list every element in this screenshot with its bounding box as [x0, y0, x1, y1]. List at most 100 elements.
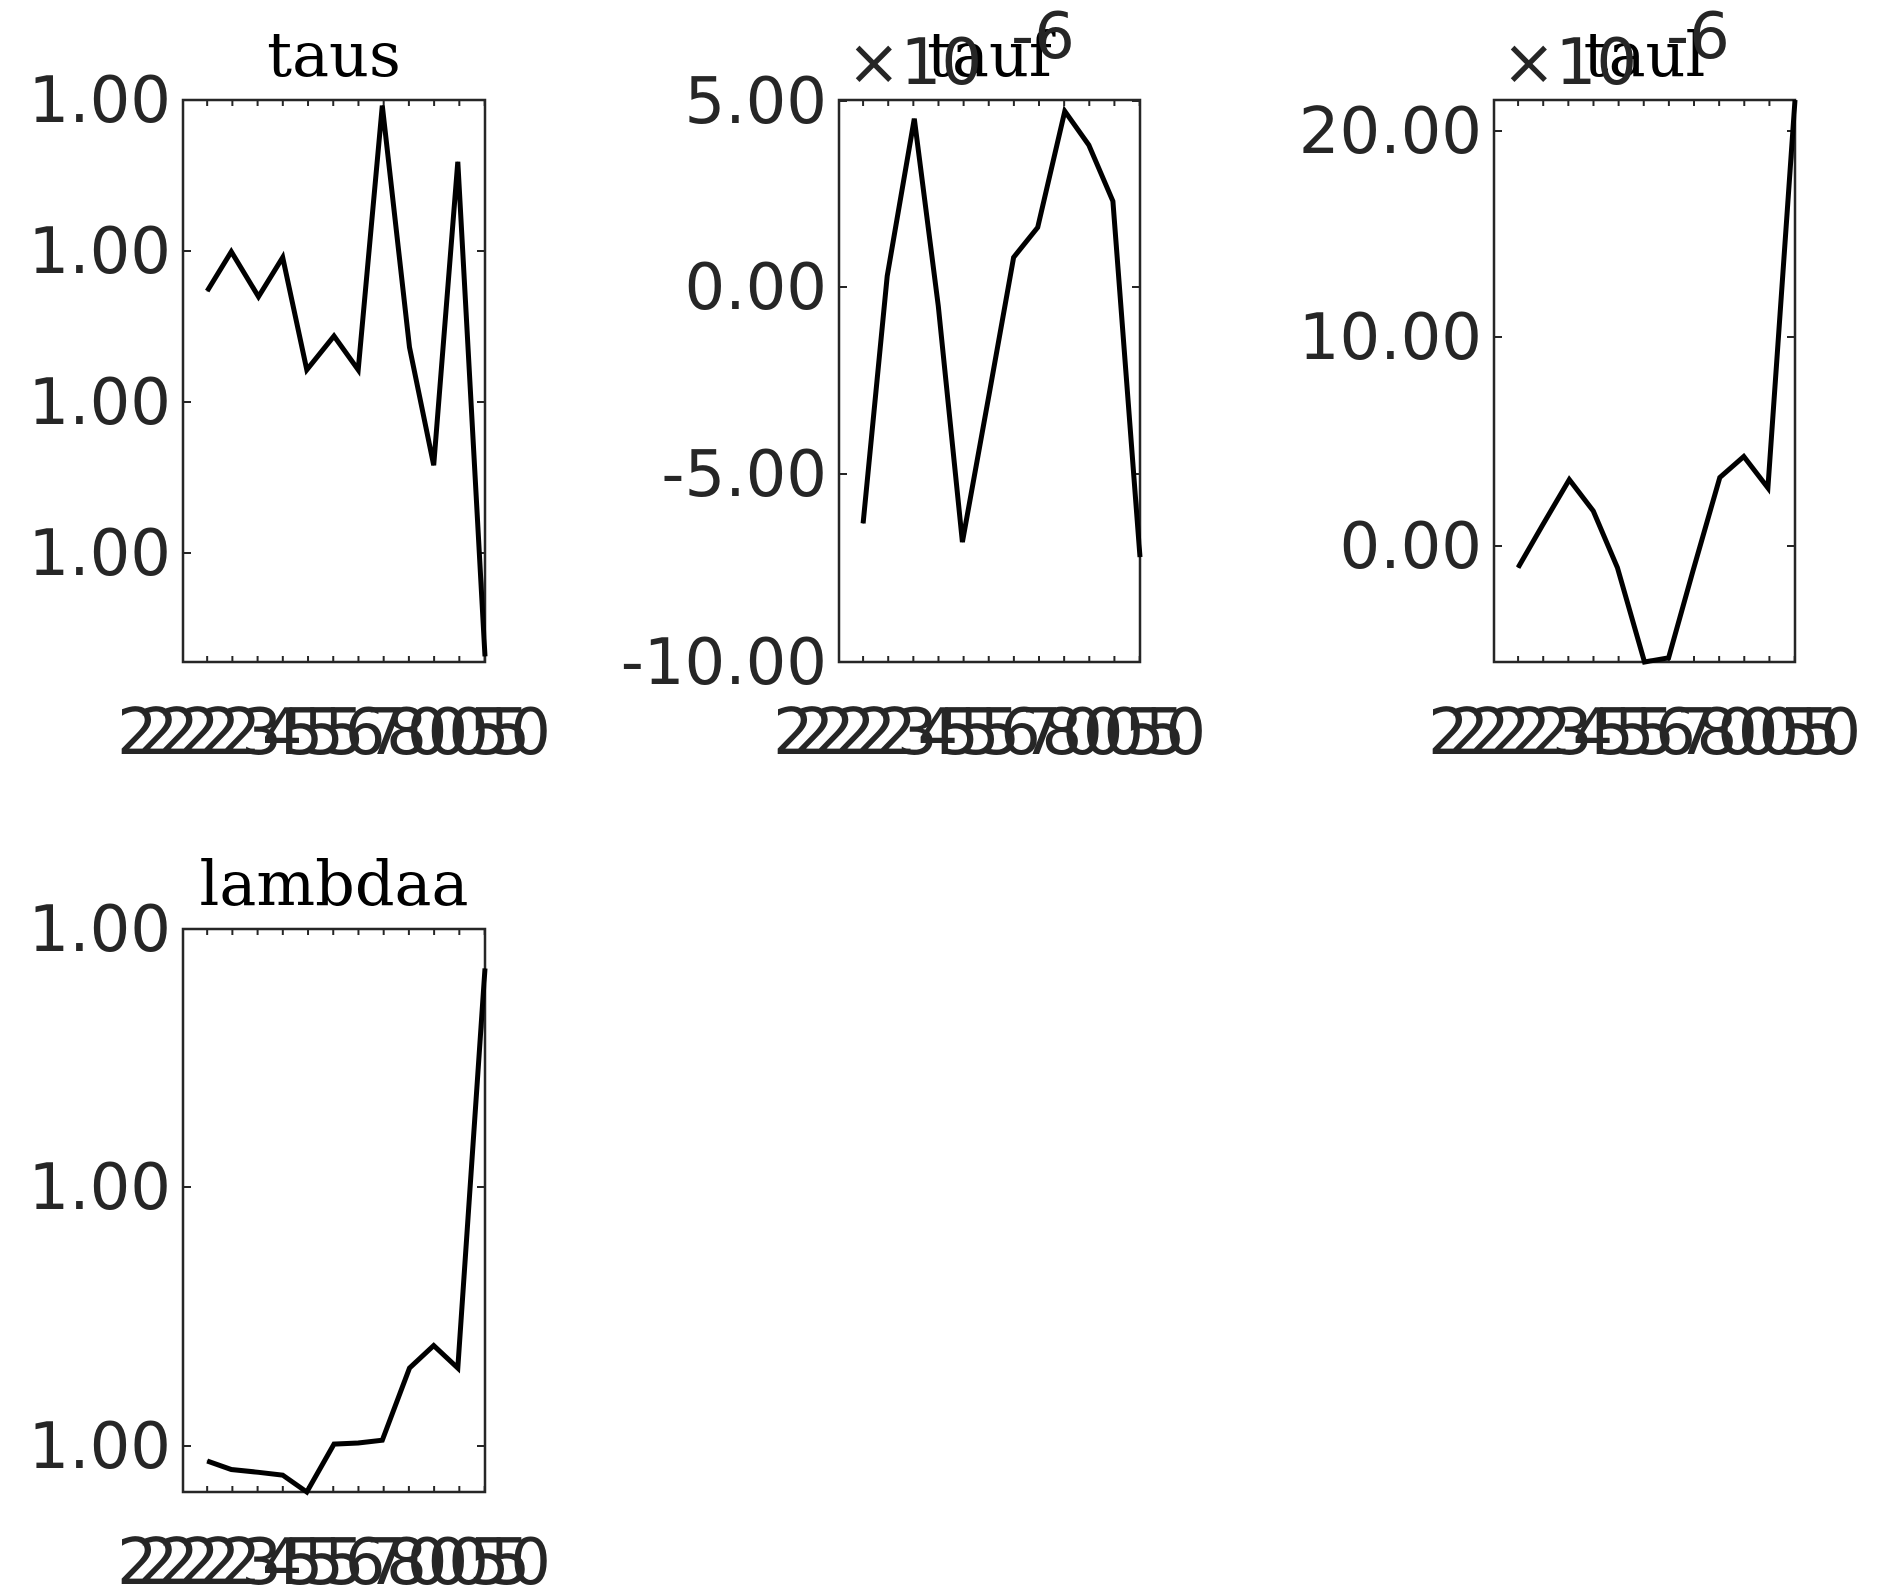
x-tick-label: 7	[1021, 696, 1062, 770]
x-tick-label: 0	[1165, 696, 1206, 770]
data-point	[333, 335, 335, 337]
x-tick-label: 0	[428, 696, 469, 770]
x-tick-label: 0	[510, 696, 551, 770]
x-tick-label: 6	[345, 1526, 386, 1589]
axis-multiplier: ×10	[1502, 26, 1637, 100]
x-tick-label: 2	[1531, 696, 1572, 770]
data-point	[333, 1443, 335, 1445]
x-tick-label: 0	[448, 1526, 489, 1589]
series-line	[1515, 99, 1798, 665]
axis-multiplier-exponent: -6	[1011, 0, 1075, 74]
data-point	[409, 346, 410, 348]
data-point	[381, 105, 383, 107]
x-tick-label: 0	[407, 696, 448, 770]
x-tick-label: 5	[1593, 696, 1634, 770]
data-point	[937, 305, 939, 307]
x-tick-label: 5	[959, 696, 1000, 770]
y-tick-label: 0.00	[685, 251, 828, 325]
data-point	[230, 1468, 232, 1470]
x-tick-label: 5	[1779, 696, 1820, 770]
x-tick-label: 2	[138, 696, 179, 770]
data-point	[1568, 479, 1570, 481]
x-tick-label: 4	[262, 1526, 303, 1589]
data-point	[206, 290, 208, 292]
data-point	[1013, 256, 1015, 258]
x-tick-label: 0	[1062, 696, 1103, 770]
subplot-tauf: tauf×10 -65.000.00-5.00-10.00222222345556…	[621, 0, 1206, 770]
data-point	[1644, 661, 1645, 663]
y-tick-label: 20.00	[1299, 95, 1482, 169]
x-tick-label: 2	[794, 696, 835, 770]
x-tick-label: 5	[283, 1526, 324, 1589]
x-tick-label: 3	[241, 1526, 282, 1589]
x-tick-label: 0	[1083, 696, 1124, 770]
x-tick-label: 0	[1717, 696, 1758, 770]
data-point	[457, 161, 459, 163]
x-tick-label: 2	[876, 696, 917, 770]
subplot-title: taus	[267, 18, 401, 91]
x-tick-label: 2	[835, 696, 876, 770]
data-point	[306, 369, 308, 371]
data-point	[1112, 200, 1114, 202]
data-point	[862, 522, 864, 524]
data-point	[357, 1442, 359, 1444]
x-tick-label: 5	[469, 696, 510, 770]
axis-multiplier-exponent: -6	[1666, 0, 1730, 74]
x-tick-label: 5	[303, 1526, 344, 1589]
x-tick-label: 0	[1738, 696, 1779, 770]
x-tick-label: 8	[386, 1526, 427, 1589]
y-tick-label: 1.00	[29, 64, 172, 138]
x-tick-label: 2	[221, 696, 262, 770]
subplot-title: lambdaa	[200, 847, 469, 920]
x-tick-label: 2	[138, 1526, 179, 1589]
data-point	[1541, 525, 1543, 527]
axes-frame	[181, 927, 487, 1494]
data-point	[409, 1367, 410, 1369]
x-tick-label: 5	[324, 696, 365, 770]
axes-frame	[1492, 98, 1797, 664]
x-tick-label: 0	[407, 1526, 448, 1589]
series-line	[860, 105, 1143, 558]
x-tick-label: 7	[365, 696, 406, 770]
x-tick-label: 2	[200, 1526, 241, 1589]
x-tick-label: 5	[1800, 696, 1841, 770]
series-line	[205, 105, 488, 657]
x-tick-label: 2	[179, 1526, 220, 1589]
data-point	[961, 541, 963, 543]
subplot-title: tauf	[927, 18, 1056, 91]
y-tick-label: 0.00	[1340, 510, 1483, 584]
axis-multiplier: ×10	[847, 26, 982, 100]
x-tick-label: 0	[1758, 696, 1799, 770]
data-point	[484, 967, 486, 969]
data-point	[357, 369, 359, 371]
data-point	[1616, 567, 1618, 569]
data-point	[1592, 510, 1594, 512]
subplot-title: taul	[1584, 18, 1706, 91]
x-tick-label: 4	[918, 696, 959, 770]
x-tick-label: 5	[490, 1526, 531, 1589]
x-tick-label: 8	[1041, 696, 1082, 770]
data-point	[457, 1367, 459, 1369]
x-tick-label: 5	[303, 696, 344, 770]
x-tick-label: 2	[814, 696, 855, 770]
x-tick-label: 0	[1103, 696, 1144, 770]
x-tick-label: 5	[324, 1526, 365, 1589]
x-tick-label: 0	[428, 1526, 469, 1589]
x-tick-label: 4	[262, 696, 303, 770]
data-point	[1719, 476, 1721, 478]
data-point	[1064, 110, 1066, 112]
data-point	[1692, 571, 1694, 573]
y-tick-label: 10.00	[1299, 301, 1482, 375]
data-point	[258, 296, 259, 298]
data-point	[1088, 144, 1090, 146]
x-tick-label: 6	[1655, 696, 1696, 770]
data-point	[913, 118, 915, 120]
x-tick-label: 2	[1469, 696, 1510, 770]
y-tick-label: -10.00	[621, 626, 827, 700]
data-point	[1517, 567, 1519, 569]
x-tick-label: 2	[1511, 696, 1552, 770]
x-tick-label: 0	[1820, 696, 1861, 770]
x-tick-label: 0	[510, 1526, 551, 1589]
